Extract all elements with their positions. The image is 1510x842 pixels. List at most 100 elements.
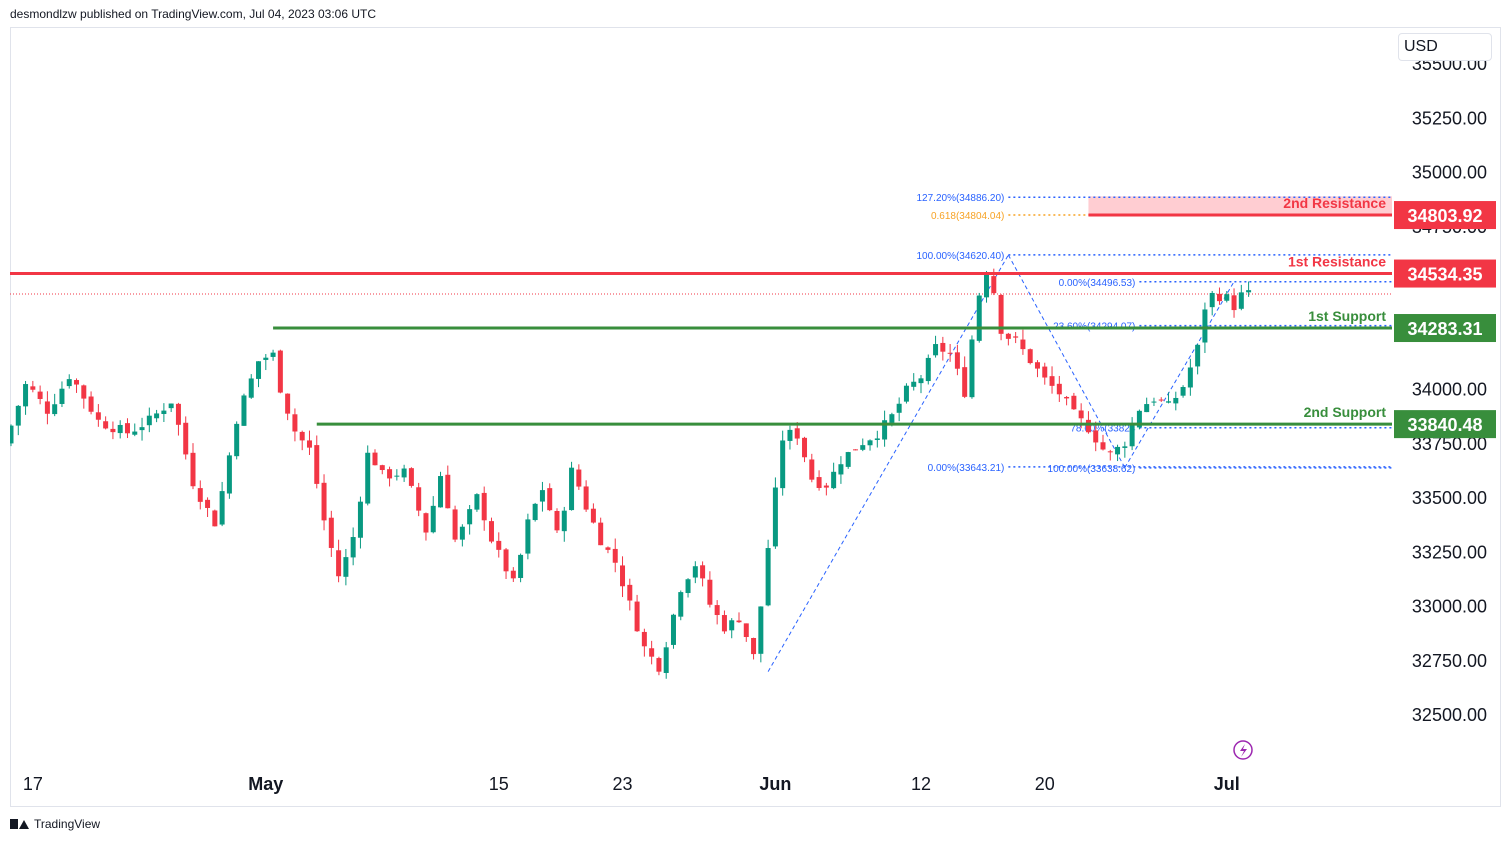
candle-body: [430, 505, 436, 533]
candle-body: [110, 428, 116, 433]
candle-body: [336, 550, 342, 577]
candle-body: [1122, 446, 1128, 448]
candle-body: [678, 592, 684, 617]
candle-body: [1115, 446, 1121, 455]
candle-body: [867, 440, 873, 446]
candle-body: [219, 491, 225, 525]
candle-body: [962, 367, 968, 397]
candle-body: [234, 423, 240, 457]
fib-trend-line: [1007, 254, 1126, 468]
candle-body: [1246, 290, 1252, 293]
candle-body: [925, 357, 931, 382]
candle-body: [299, 431, 305, 441]
x-tick-label: 12: [911, 774, 931, 794]
candle-body: [547, 488, 553, 511]
fib-level-label: 0.00%(34496.53): [1059, 278, 1136, 289]
candle-body: [190, 452, 196, 487]
candle-body: [474, 494, 480, 510]
candle-body: [903, 385, 909, 402]
candle-body: [845, 452, 851, 467]
candle-body: [292, 414, 298, 432]
y-tick-label: 33250.00: [1412, 542, 1487, 562]
price-tag: [1394, 259, 1496, 288]
candle-body: [794, 428, 800, 439]
candle-body: [1224, 294, 1230, 301]
candle-body: [30, 386, 36, 390]
candle-body: [1209, 292, 1215, 308]
candle-body: [1107, 451, 1113, 453]
candle-body: [467, 509, 473, 525]
candle-body: [23, 384, 29, 407]
candle-body: [15, 405, 21, 426]
price-tag: [1394, 201, 1496, 230]
candle-body: [823, 485, 829, 488]
candle-body: [670, 614, 676, 645]
fib-level-label: 78.60%(33824: [1070, 424, 1135, 435]
candle-body: [10, 425, 14, 444]
candle-body: [226, 455, 232, 494]
candle-body: [285, 393, 291, 414]
x-tick-label: Jun: [759, 774, 791, 794]
candle-body: [809, 459, 815, 480]
candle-body: [1180, 387, 1186, 396]
candle-body: [1005, 333, 1011, 339]
candle-body: [831, 471, 837, 489]
price-tag: [1394, 410, 1496, 439]
y-tick-label: 34000.00: [1412, 380, 1487, 400]
candle-body: [423, 513, 429, 533]
level-name: 1st Support: [1308, 308, 1386, 324]
candle-body: [518, 554, 524, 578]
candle-body: [1195, 344, 1201, 367]
candle-body: [263, 357, 269, 360]
candle-body: [692, 566, 698, 578]
resistance-zone: [1088, 196, 1392, 216]
currency-button[interactable]: USD: [1398, 33, 1492, 61]
candle-body: [736, 620, 742, 623]
candle-body: [1129, 425, 1135, 447]
candle-body: [59, 388, 65, 404]
candle-body: [954, 352, 960, 369]
footer-brand: TradingView: [34, 817, 101, 831]
candle-body: [700, 565, 706, 579]
candle-body: [714, 605, 720, 616]
candle-body: [940, 342, 946, 352]
publish-header: desmondlzw published on TradingView.com,…: [10, 7, 376, 21]
candle-body: [306, 440, 312, 448]
x-tick-label: 20: [1035, 774, 1055, 794]
candle-body: [1064, 396, 1070, 399]
candle-body: [1238, 292, 1244, 309]
candle-body: [1027, 349, 1033, 364]
candle-body: [95, 412, 101, 420]
candle-body: [554, 510, 560, 531]
candle-body: [66, 379, 72, 387]
candle-body: [1049, 376, 1055, 386]
candle-body: [1166, 401, 1172, 403]
candle-body: [889, 414, 895, 423]
candle-body: [1071, 395, 1077, 410]
candle-body: [1042, 366, 1048, 378]
candle-body: [627, 584, 633, 601]
candle-body: [729, 620, 735, 631]
candle-body: [721, 615, 727, 632]
candle-body: [321, 482, 327, 521]
candle-body: [183, 422, 189, 455]
price-tag-label: 33840.48: [1407, 415, 1482, 435]
lightning-glyph: [1240, 744, 1247, 757]
candle-body: [175, 403, 181, 425]
candle-body: [707, 579, 713, 605]
price-tag: [1394, 314, 1496, 343]
candle-body: [743, 623, 749, 638]
candle-body: [44, 401, 50, 414]
lightning-icon: [1233, 740, 1253, 760]
candle-body: [838, 464, 844, 475]
candle-body: [1187, 367, 1193, 388]
price-tag-label: 34803.92: [1407, 206, 1482, 226]
candle-body: [634, 601, 640, 632]
candle-body: [860, 445, 866, 450]
candle-body: [1093, 430, 1099, 443]
y-tick-label: 32750.00: [1412, 651, 1487, 671]
candle-body: [1216, 293, 1222, 302]
candle-body: [852, 449, 858, 451]
candle-body: [379, 465, 385, 471]
